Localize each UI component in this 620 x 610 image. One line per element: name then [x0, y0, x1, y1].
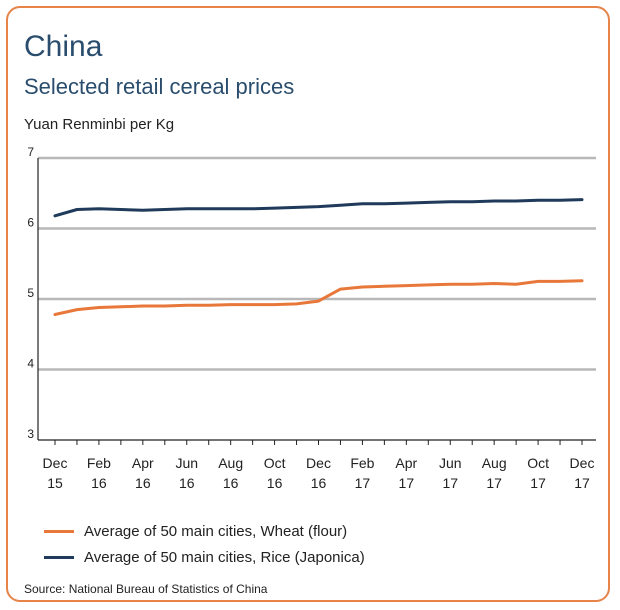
x-tick-label-year: 16 — [135, 475, 151, 491]
legend-item-wheat: Average of 50 main cities, Wheat (flour) — [44, 518, 365, 544]
x-tick-label-year: 16 — [91, 475, 107, 491]
x-tick-label-month: Dec — [306, 455, 331, 471]
y-tick-label-7: 7 — [27, 145, 34, 159]
x-tick-label-month: Oct — [264, 455, 286, 471]
y-ticks: 3 4 5 6 7 — [27, 145, 34, 441]
y-tick-label-4: 4 — [27, 357, 34, 371]
series-lines — [55, 200, 582, 315]
x-tick-label-month: Oct — [527, 455, 549, 471]
x-tick-label-month: Dec — [570, 455, 595, 471]
x-tick-label-year: 15 — [47, 475, 63, 491]
x-tick-label-year: 17 — [442, 475, 458, 491]
x-tick-label-year: 17 — [530, 475, 546, 491]
y-tick-label-6: 6 — [27, 216, 34, 230]
x-tick-label-year: 16 — [311, 475, 327, 491]
x-tick-label-month: Apr — [395, 455, 417, 471]
x-tick-label-month: Jun — [439, 455, 462, 471]
legend: Average of 50 main cities, Wheat (flour)… — [44, 518, 365, 570]
x-tick-label-year: 17 — [355, 475, 371, 491]
source-note: Source: National Bureau of Statistics of… — [24, 582, 267, 596]
x-tick-label-year: 16 — [179, 475, 195, 491]
x-tick-label-month: Apr — [132, 455, 154, 471]
x-tick-label-month: Feb — [87, 455, 111, 471]
y-tick-label-5: 5 — [27, 286, 34, 300]
x-tick-label-year: 16 — [223, 475, 239, 491]
y-tick-label-3: 3 — [27, 427, 34, 441]
legend-label-wheat: Average of 50 main cities, Wheat (flour) — [84, 523, 347, 540]
x-tick-label-year: 16 — [267, 475, 283, 491]
x-ticks: Dec 15 Feb 16 Apr 16 Jun 16 Aug 16 Oct 16 Dec 16 Feb 17… — [43, 455, 595, 491]
x-tick-label-month: Aug — [482, 455, 507, 471]
legend-label-rice: Average of 50 main cities, Rice (Japonic… — [84, 549, 365, 566]
x-tick-label-month: Aug — [218, 455, 243, 471]
x-tick-label-year: 17 — [574, 475, 590, 491]
legend-swatch-wheat — [44, 530, 74, 533]
legend-swatch-rice — [44, 556, 74, 559]
series-line-wheat — [55, 281, 582, 315]
legend-item-rice: Average of 50 main cities, Rice (Japonic… — [44, 544, 365, 570]
series-line-rice — [55, 200, 582, 216]
x-tick-label-month: Jun — [175, 455, 198, 471]
grid-lines — [38, 158, 596, 370]
x-tick-label-month: Dec — [43, 455, 68, 471]
x-tick-label-month: Feb — [350, 455, 374, 471]
x-tick-label-year: 17 — [399, 475, 415, 491]
x-tick-label-year: 17 — [486, 475, 502, 491]
